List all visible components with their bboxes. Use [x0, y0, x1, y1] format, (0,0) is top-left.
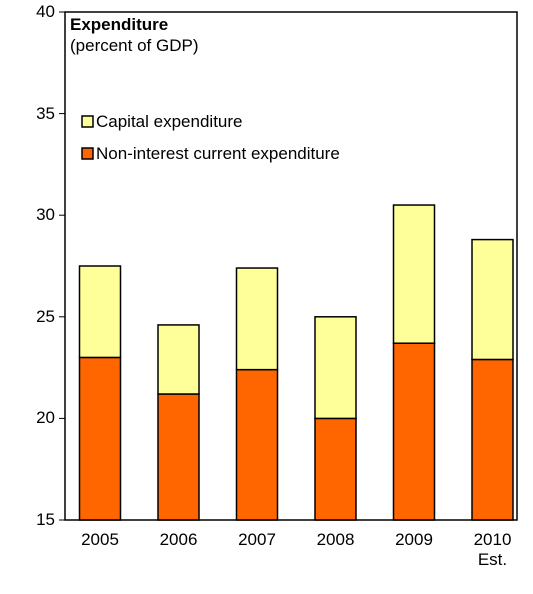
legend-swatch — [81, 147, 94, 160]
x-tick-label: 2006 — [159, 530, 198, 549]
x-tick-label: 2007 — [238, 530, 276, 549]
x-tick-label: 2005 — [81, 530, 119, 549]
legend-label: Capital expenditure — [96, 112, 243, 131]
x-tick-label: 2009 — [395, 530, 433, 549]
chart-title: Expenditure — [70, 15, 169, 34]
bar-segment — [314, 316, 357, 420]
bar-segment — [392, 342, 436, 521]
y-tick-label: 20 — [36, 408, 55, 428]
y-tick-label: 15 — [36, 510, 55, 529]
y-tick-label: 40 — [36, 2, 55, 21]
y-tick-label: 25 — [36, 306, 55, 326]
bar-segment — [392, 204, 436, 344]
bar-segment — [471, 238, 514, 361]
y-tick-label: 30 — [36, 205, 55, 225]
bar-segment — [471, 358, 514, 521]
bar-segment — [78, 265, 122, 359]
bar-segment — [157, 393, 200, 521]
y-tick-label: 35 — [36, 103, 55, 123]
x-tick-label: 2008 — [316, 530, 355, 549]
plot-frame — [64, 11, 518, 521]
bar-segment — [235, 368, 279, 521]
bar-segment — [157, 324, 200, 395]
x-tick-label: 2010 Est. — [473, 530, 512, 569]
chart-subtitle: (percent of GDP) — [70, 36, 199, 55]
legend-label: Non-interest current expenditure — [96, 144, 340, 163]
bar-segment — [314, 417, 357, 521]
legend-swatch — [81, 115, 94, 128]
bar-segment — [78, 356, 122, 521]
bar-segment — [235, 267, 279, 371]
